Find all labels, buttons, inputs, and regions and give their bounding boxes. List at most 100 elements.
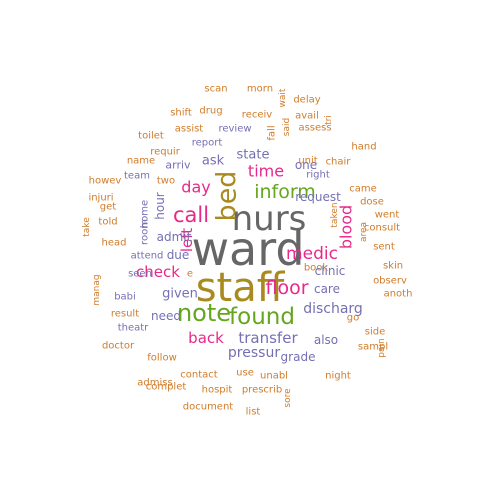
- word-transfer: transfer: [238, 329, 298, 347]
- word-observ: observ: [373, 276, 407, 287]
- word-due: due: [167, 248, 190, 262]
- word-complet: complet: [146, 382, 187, 393]
- word-requir: requir: [150, 147, 181, 158]
- word-unit: unit: [298, 156, 317, 167]
- word-result: result: [111, 309, 139, 320]
- word-sent: sent: [373, 242, 395, 253]
- word-avail: avail: [295, 111, 319, 122]
- word-came: came: [349, 184, 377, 195]
- word-seen: seen: [128, 269, 152, 280]
- word-side: side: [365, 327, 386, 338]
- word-head: head: [102, 238, 127, 249]
- word-discharg: discharg: [303, 301, 363, 317]
- word-toilet: toilet: [138, 131, 164, 142]
- word-pressur: pressur: [228, 345, 280, 361]
- word-review: review: [218, 124, 251, 135]
- word-prescrib: prescrib: [242, 385, 282, 396]
- word-team: team: [124, 171, 150, 182]
- word-one: one: [295, 158, 317, 172]
- word-time: time: [248, 162, 284, 181]
- word-room: room: [140, 219, 151, 245]
- word-babi: babi: [114, 292, 136, 303]
- word-get: get: [100, 202, 117, 213]
- word-manag: manag: [92, 274, 102, 305]
- word-home: home: [140, 200, 151, 228]
- word-doctor: doctor: [102, 341, 135, 352]
- word-report: report: [192, 138, 223, 149]
- word-sore: sore: [283, 388, 293, 408]
- word-howev: howev: [89, 176, 122, 187]
- word-attend: attend: [131, 251, 164, 262]
- word-assess: assess: [298, 123, 331, 134]
- word-dose: dose: [360, 197, 384, 208]
- word-pain: pain: [377, 338, 387, 357]
- word-go: go: [347, 313, 359, 324]
- word-arriv: arriv: [165, 159, 191, 172]
- word-state: state: [237, 148, 270, 163]
- word-area: area: [359, 222, 369, 242]
- word-wait: wait: [278, 88, 288, 107]
- word-told: told: [98, 217, 117, 228]
- word-scan: scan: [204, 84, 227, 95]
- word-contact: contact: [180, 370, 218, 381]
- word-taken: taken: [330, 202, 340, 227]
- word-grade: grade: [281, 350, 316, 364]
- word-chair: chair: [326, 157, 352, 168]
- word-said: said: [282, 118, 292, 136]
- word-hour: hour: [153, 192, 167, 220]
- word-shift: shift: [170, 108, 192, 119]
- word-bed: bed: [212, 171, 243, 222]
- word-name: name: [127, 156, 155, 167]
- word-also: also: [314, 333, 338, 347]
- word-two: two: [157, 176, 175, 187]
- word-care: care: [314, 282, 340, 296]
- word-drug: drug: [199, 106, 222, 117]
- word-admit: admit: [157, 230, 192, 244]
- word-take: take: [82, 217, 92, 237]
- word-list: list: [246, 407, 261, 418]
- word-medic: medic: [286, 244, 338, 264]
- word-blood: blood: [337, 205, 356, 249]
- word-fall: fall: [267, 125, 278, 140]
- word-consult: consult: [364, 223, 400, 234]
- word-hand: hand: [351, 142, 376, 153]
- word-assist: assist: [175, 124, 204, 135]
- word-document: document: [183, 402, 234, 413]
- word-request: request: [295, 190, 341, 204]
- word-injuri: injuri: [88, 193, 113, 204]
- word-inform: inform: [254, 181, 316, 203]
- word-ward: ward: [191, 222, 304, 276]
- word-ask: ask: [202, 154, 225, 169]
- word-found: found: [229, 304, 295, 330]
- word-tri: tri: [324, 115, 334, 125]
- word-unabl: unabl: [260, 371, 288, 382]
- word-hospit: hospit: [202, 385, 233, 396]
- word-admiss: admiss: [137, 378, 172, 389]
- word-clinic: clinic: [315, 264, 346, 278]
- word-went: went: [375, 210, 400, 221]
- word-given: given: [162, 287, 198, 302]
- word-night: night: [325, 371, 351, 382]
- word-anoth: anoth: [384, 289, 413, 300]
- word-follow: follow: [147, 353, 177, 364]
- word-nurs: nurs: [232, 199, 307, 239]
- word-use: use: [236, 368, 254, 379]
- word-call: call: [173, 203, 209, 227]
- word-need: need: [151, 309, 181, 323]
- word-theatr: theatr: [118, 323, 149, 334]
- word-skin: skin: [383, 261, 403, 272]
- word-day: day: [181, 178, 210, 197]
- word-back: back: [188, 329, 224, 347]
- word-delay: delay: [293, 95, 320, 106]
- word-floor: floor: [265, 277, 308, 299]
- word-sampl: sampl: [358, 342, 388, 353]
- word-check: check: [136, 263, 180, 281]
- word-right: right: [306, 170, 330, 181]
- word-note: note: [177, 299, 231, 327]
- word-morn: morn: [247, 84, 273, 95]
- word-staff: staff: [196, 265, 286, 311]
- word-left: left: [178, 228, 196, 252]
- word-receiv: receiv: [242, 110, 272, 121]
- word-book: book: [304, 263, 329, 274]
